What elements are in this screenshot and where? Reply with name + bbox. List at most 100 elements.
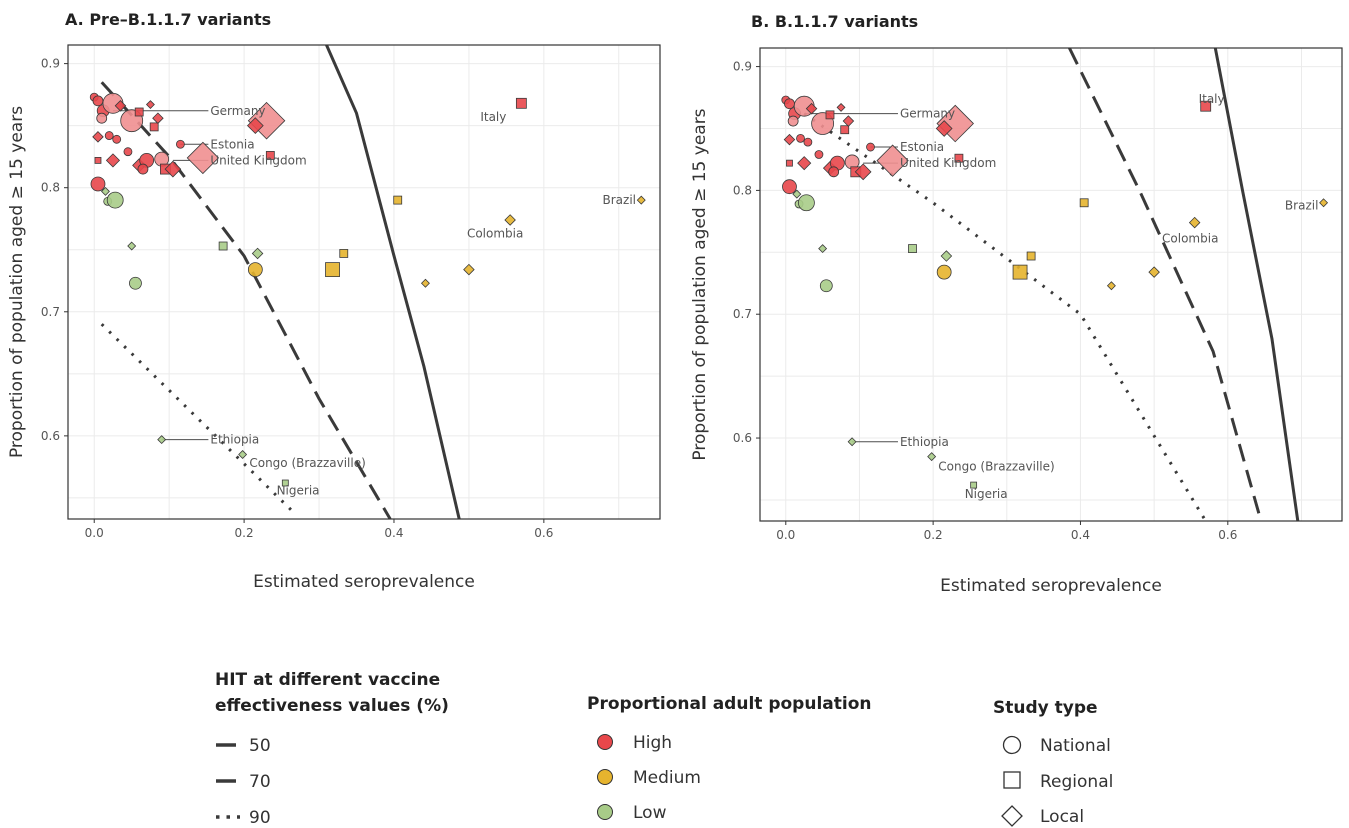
data-point-regional [786,159,793,167]
panel-title: B. B.1.1.7 variants [751,12,918,31]
data-point-national [784,98,795,110]
legend-hit-label-70: 70 [249,772,271,792]
data-point-regional [908,244,917,253]
data-point-local [152,112,164,124]
data-point-regional [1200,100,1212,112]
data-point-local [92,131,104,143]
country-label: Colombia [467,227,523,241]
hit-curve-50 [1213,48,1300,521]
x-tick-label: 0.6 [534,526,553,540]
panel-a: A. Pre–B.1.1.7 variants 0.0 0.2 0.4 0.6 0.6 0.… [7,10,661,592]
data-point-national [90,176,106,192]
data-point-local [854,163,872,181]
data-point-local [836,102,846,112]
data-point-national [123,147,133,157]
x-axis-title: Estimated seroprevalence [253,572,475,592]
data-point-national [819,279,833,293]
data-point-regional [825,110,835,120]
data-point-local [238,450,248,459]
country-label: Estonia [900,140,944,154]
data-point-national [104,131,114,140]
y-tick-label: 0.8 [733,183,752,197]
legend-population-low: Low [633,803,667,823]
x-axis-title: Estimated seroprevalence [940,576,1162,596]
data-point-national [129,276,142,290]
data-point-local [805,102,818,115]
x-tick-label: 0.4 [384,526,403,540]
data-point-national [137,163,149,175]
data-point-local [1148,266,1160,278]
y-tick-label: 0.8 [41,181,60,195]
country-label: Colombia [1162,232,1218,246]
legend-study-type: Study type National Regional Local [993,698,1113,827]
plot-layer [89,45,646,519]
data-point-local [420,278,430,288]
y-axis-title: Proportion of population aged ≥ 15 years [7,106,27,458]
legend-study-local: Local [1040,807,1084,827]
data-point-national [803,137,813,147]
country-label: United Kingdom [210,153,306,167]
data-point-local [1188,216,1201,229]
data-point-local [251,247,264,260]
legend-medium-swatch [597,769,613,785]
y-tick-label: 0.9 [41,57,60,71]
legend-population-title: Proportional adult population [587,694,871,714]
country-label: Germany [210,104,265,118]
country-label: United Kingdom [900,156,996,170]
y-tick-label: 0.6 [41,429,60,443]
country-label: Brazil [603,193,637,207]
plot-border [759,47,1343,522]
legend-population: Proportional adult population High Mediu… [587,694,871,823]
data-point-regional [339,249,349,258]
data-point-local [246,117,264,135]
country-label: Estonia [210,137,254,151]
data-point-local [636,195,646,205]
x-tick-label: 0.0 [85,526,104,540]
hit-curve-70 [100,81,392,519]
data-point-regional [149,122,159,132]
x-tick-label: 0.0 [776,528,795,542]
data-point-regional [970,481,978,489]
legend-study-national: National [1040,736,1111,756]
data-point-local [186,141,220,175]
data-point-local [1319,198,1329,208]
country-label: Nigeria [965,487,1008,501]
data-point-national [828,166,840,178]
data-point-local [940,250,953,262]
data-point-national [936,264,952,280]
legend-high-swatch [597,734,613,750]
data-point-regional [393,195,403,205]
data-point-national [798,194,815,212]
data-point-local [792,189,802,199]
y-tick-label: 0.9 [733,60,752,74]
country-label: Ethiopia [210,433,259,447]
x-tick-label: 0.6 [1218,528,1237,542]
data-point-national [92,95,104,107]
data-point-national [782,179,797,195]
data-point-regional [840,125,850,135]
data-point-local [114,100,127,112]
data-point-local [842,115,855,127]
data-point-local [797,156,812,171]
data-point-local [783,133,796,146]
data-point-local [927,452,937,462]
hit-curve-50 [325,45,461,519]
country-label: Nigeria [277,483,320,497]
data-point-local [127,241,137,251]
country-label: Brazil [1285,198,1319,212]
data-point-national [787,115,799,127]
y-tick-label: 0.6 [733,431,752,445]
x-tick-label: 0.2 [235,526,254,540]
data-point-national [796,133,805,143]
legend-study-title: Study type [993,698,1098,718]
plot-border [67,44,661,520]
data-point-regional [1026,251,1036,261]
legend-population-high: High [633,733,672,753]
data-point-national [866,142,875,152]
panel-title: A. Pre–B.1.1.7 variants [65,10,271,29]
data-point-local [164,160,182,178]
data-point-national [106,191,124,209]
data-point-regional [1079,198,1089,208]
y-axis-title: Proportion of population aged ≥ 15 years [690,108,710,460]
country-label: Italy [480,110,506,124]
